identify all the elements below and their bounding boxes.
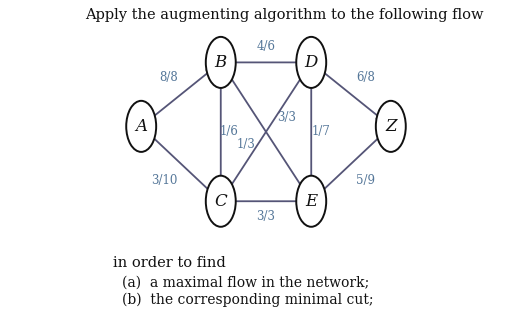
Text: A: A xyxy=(135,118,147,135)
Ellipse shape xyxy=(126,101,156,152)
Text: 6/8: 6/8 xyxy=(356,71,376,84)
Ellipse shape xyxy=(296,176,326,227)
Text: 3/10: 3/10 xyxy=(152,174,178,188)
Text: 1/3: 1/3 xyxy=(236,138,255,151)
Text: Apply the augmenting algorithm to the following flow: Apply the augmenting algorithm to the fo… xyxy=(86,8,484,22)
Text: 1/6: 1/6 xyxy=(220,125,239,138)
Text: in order to find: in order to find xyxy=(113,256,226,270)
Text: (b)  the corresponding minimal cut;: (b) the corresponding minimal cut; xyxy=(122,293,374,307)
Text: 5/9: 5/9 xyxy=(356,174,376,188)
Text: 3/3: 3/3 xyxy=(256,210,276,223)
Text: 3/3: 3/3 xyxy=(277,111,296,124)
Text: 1/7: 1/7 xyxy=(311,125,330,138)
Text: E: E xyxy=(305,193,317,210)
Text: (a)  a maximal flow in the network;: (a) a maximal flow in the network; xyxy=(122,275,370,290)
Text: C: C xyxy=(214,193,227,210)
Text: Z: Z xyxy=(385,118,396,135)
Ellipse shape xyxy=(206,176,236,227)
Ellipse shape xyxy=(206,37,236,88)
Text: 8/8: 8/8 xyxy=(160,71,179,84)
Ellipse shape xyxy=(376,101,406,152)
Text: 4/6: 4/6 xyxy=(256,40,276,53)
Text: B: B xyxy=(214,54,227,71)
Ellipse shape xyxy=(296,37,326,88)
Text: D: D xyxy=(304,54,318,71)
